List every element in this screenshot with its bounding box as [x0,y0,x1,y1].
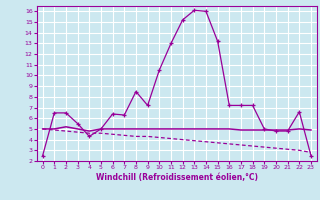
X-axis label: Windchill (Refroidissement éolien,°C): Windchill (Refroidissement éolien,°C) [96,173,258,182]
